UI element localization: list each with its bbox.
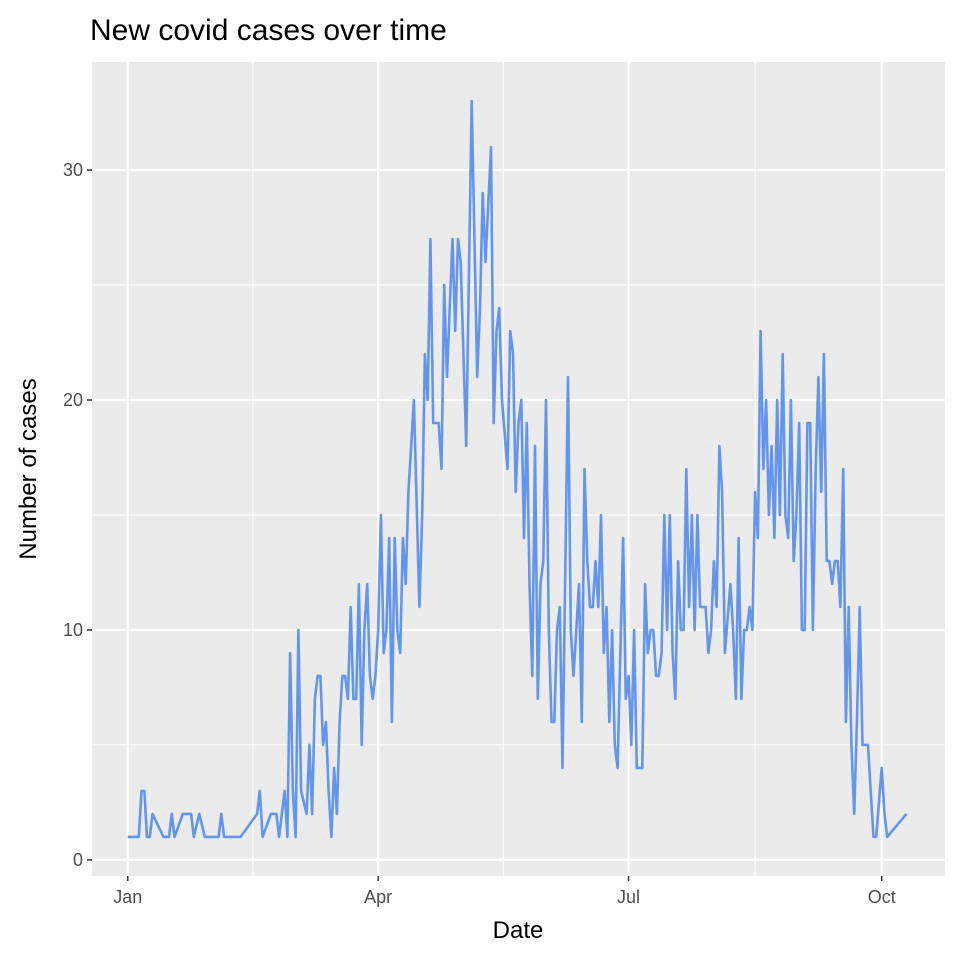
axis-ticks: Jan Apr Jul Oct 0 10 20 30: [63, 160, 896, 907]
x-tick-label: Jan: [113, 887, 142, 907]
series-line-cases: [127, 99, 908, 839]
x-tick-label: Oct: [868, 887, 896, 907]
y-axis-title: Number of cases: [15, 378, 42, 559]
y-tick-label: 0: [73, 850, 83, 870]
y-tick-label: 20: [63, 390, 83, 410]
chart-title: New covid cases over time: [90, 14, 447, 47]
x-tick-label: Apr: [364, 887, 392, 907]
x-axis-title: Date: [493, 917, 544, 944]
plot-panel: [92, 62, 945, 876]
y-tick-label: 30: [63, 160, 83, 180]
x-tick-label: Jul: [617, 887, 640, 907]
gridlines: [92, 62, 945, 876]
y-tick-label: 10: [63, 620, 83, 640]
